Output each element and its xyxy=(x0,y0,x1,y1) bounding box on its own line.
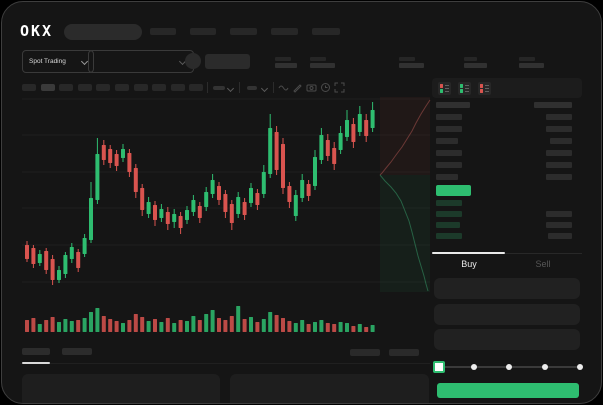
market-type-dropdown[interactable]: Spot Trading xyxy=(22,50,94,73)
ask-amount-0[interactable] xyxy=(546,114,572,120)
bottom-panel-1 xyxy=(230,374,429,403)
bottom-tab-0[interactable] xyxy=(22,348,50,355)
buy-tab-indicator xyxy=(432,252,505,254)
timeframe-pill-3[interactable] xyxy=(77,84,92,91)
bid-price-3[interactable] xyxy=(436,233,462,239)
timeframe-pill-4[interactable] xyxy=(96,84,111,91)
ask-amount-5[interactable] xyxy=(546,174,572,180)
clock-icon[interactable] xyxy=(320,82,331,93)
market-type-label: Spot Trading xyxy=(29,58,66,65)
order-input-1[interactable] xyxy=(434,304,580,325)
last-price-placeholder xyxy=(205,54,250,69)
slider-stop-3[interactable] xyxy=(541,364,548,370)
bid-amount-1[interactable] xyxy=(546,211,572,217)
stat-value-3 xyxy=(464,63,487,68)
submit-buy-button[interactable] xyxy=(437,383,579,398)
stat-label-3 xyxy=(464,57,477,61)
ask-price-4[interactable] xyxy=(436,162,462,168)
bid-amount-3[interactable] xyxy=(548,233,572,239)
fullscreen-icon[interactable] xyxy=(334,82,345,93)
bid-price-2[interactable] xyxy=(436,222,460,228)
bottom-tab-1[interactable] xyxy=(62,348,92,355)
ask-price-0[interactable] xyxy=(436,114,462,120)
ask-price-3[interactable] xyxy=(436,150,462,156)
tab-sell[interactable]: Sell xyxy=(535,259,551,269)
book-asks-icon[interactable] xyxy=(478,82,491,95)
bid-amount-2[interactable] xyxy=(546,222,572,228)
stat-label-2 xyxy=(399,57,415,61)
ask-price-2[interactable] xyxy=(436,138,458,144)
orderbook-col-header-right xyxy=(534,102,572,108)
timeframe-pill-8[interactable] xyxy=(170,84,185,91)
ask-amount-4[interactable] xyxy=(546,162,572,168)
nav-item-0[interactable] xyxy=(150,28,176,35)
stat-value-2 xyxy=(399,63,424,68)
ask-price-5[interactable] xyxy=(436,174,458,180)
timeframe-pill-1[interactable] xyxy=(40,84,55,91)
order-input-2[interactable] xyxy=(434,329,580,350)
slider-stop-4[interactable] xyxy=(577,364,583,370)
search-input[interactable] xyxy=(64,24,142,40)
nav-item-4[interactable] xyxy=(312,28,340,35)
indicator-label xyxy=(213,86,225,90)
ask-price-1[interactable] xyxy=(436,126,462,132)
amount-slider-handle[interactable] xyxy=(433,361,445,373)
header-nav xyxy=(150,28,340,35)
pencil-icon[interactable] xyxy=(292,82,303,93)
timeframe-pills xyxy=(22,84,204,91)
timeframe-pill-0[interactable] xyxy=(22,84,36,91)
nav-item-3[interactable] xyxy=(271,28,298,35)
bid-price-1[interactable] xyxy=(436,211,462,217)
nav-item-1[interactable] xyxy=(190,28,216,35)
orderbook-col-header-left xyxy=(436,102,470,108)
last-price-bar[interactable] xyxy=(436,185,471,196)
coin-avatar xyxy=(185,53,201,69)
wave-icon[interactable] xyxy=(278,82,289,93)
ask-amount-3[interactable] xyxy=(546,150,572,156)
chart-range-pill-0[interactable] xyxy=(350,349,380,356)
orderbook-header-strip xyxy=(432,78,582,98)
stat-value-1 xyxy=(310,63,335,68)
tabs-divider xyxy=(432,253,582,254)
ask-amount-2[interactable] xyxy=(550,138,572,144)
ask-amount-1[interactable] xyxy=(546,126,572,132)
bottom-tabs xyxy=(22,348,92,355)
tab-buy[interactable]: Buy xyxy=(461,259,477,269)
book-combined-icon[interactable] xyxy=(438,82,451,95)
active-bottom-tab-underline xyxy=(22,362,50,364)
okx-logo: OKX xyxy=(20,22,54,40)
timeframe-pill-7[interactable] xyxy=(152,84,167,91)
bid-price-0[interactable] xyxy=(436,200,462,206)
stat-label-1 xyxy=(310,57,326,61)
nav-item-2[interactable] xyxy=(230,28,257,35)
stat-label-4 xyxy=(519,57,535,61)
slider-stop-2[interactable] xyxy=(506,364,512,370)
timeframe-pill-2[interactable] xyxy=(59,84,74,91)
stat-value-0 xyxy=(275,63,297,68)
bottom-panel-0 xyxy=(22,374,220,403)
stat-value-4 xyxy=(519,63,544,68)
timeframe-pill-9[interactable] xyxy=(189,84,204,91)
book-bids-icon[interactable] xyxy=(458,82,471,95)
chart-range-pill-1[interactable] xyxy=(389,349,419,356)
timeframe-pill-6[interactable] xyxy=(133,84,148,91)
slider-stop-1[interactable] xyxy=(470,364,477,370)
order-input-0[interactable] xyxy=(434,278,580,299)
timeframe-pill-5[interactable] xyxy=(114,84,129,91)
camera-icon[interactable] xyxy=(306,82,317,93)
bottom-divider xyxy=(20,363,430,364)
interval-label xyxy=(247,86,257,90)
stat-label-0 xyxy=(275,57,291,61)
